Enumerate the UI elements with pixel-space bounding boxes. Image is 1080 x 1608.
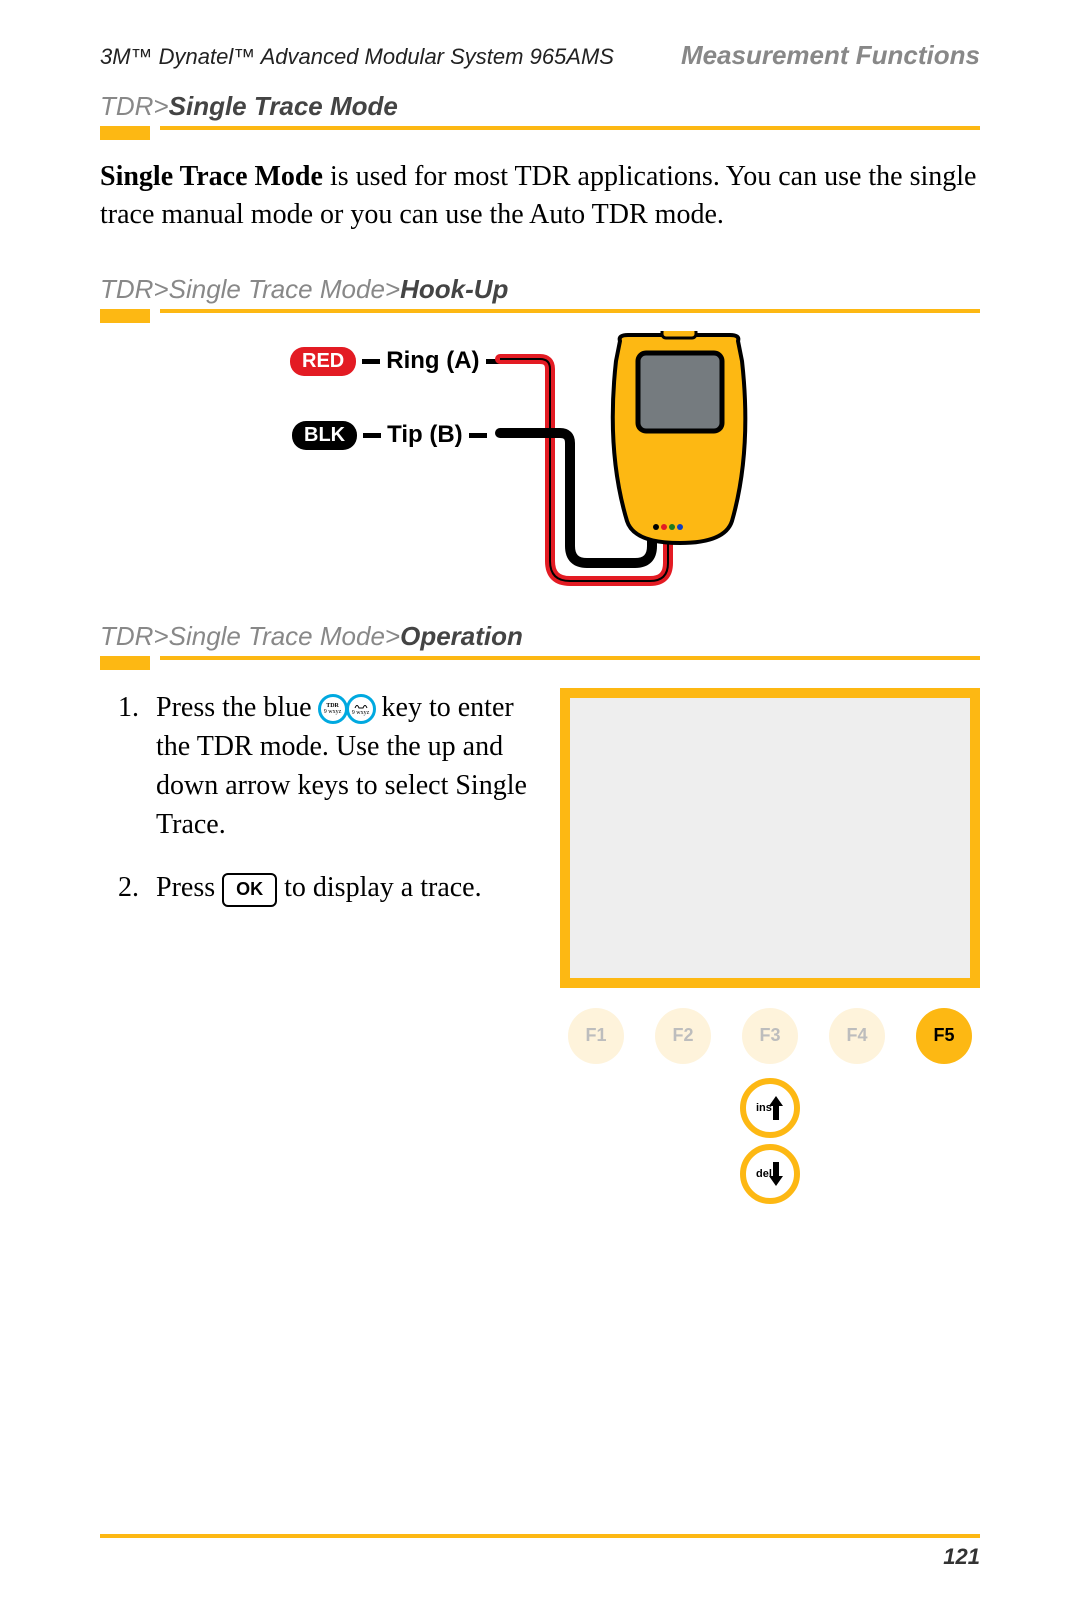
f2-key[interactable]: F2 xyxy=(655,1008,711,1064)
step-1-text-a: Press the blue xyxy=(156,692,319,723)
arrow-key-group: ins del xyxy=(560,1078,980,1204)
f5-key[interactable]: F5 xyxy=(916,1008,972,1064)
footer-divider xyxy=(100,1534,980,1538)
operation-section: Press the blue TDR 9 wxyz 9 wxyz key to … xyxy=(100,688,980,1204)
tdr-key-bot: 9 wxyz xyxy=(324,709,342,715)
up-arrow-key[interactable]: ins xyxy=(740,1078,800,1138)
step-1: Press the blue TDR 9 wxyz 9 wxyz key to … xyxy=(146,688,540,845)
divider-bar xyxy=(100,309,980,323)
f1-key[interactable]: F1 xyxy=(568,1008,624,1064)
wave-icon xyxy=(354,702,368,710)
intro-lead: Single Trace Mode xyxy=(100,161,323,192)
breadcrumb-bold: Single Trace Mode xyxy=(169,91,398,121)
section-title: Measurement Functions xyxy=(681,40,980,71)
black-pill: BLK xyxy=(292,421,357,450)
tdr-key-circle: TDR 9 wxyz xyxy=(318,694,348,724)
tdr-key-bot: 9 wxyz xyxy=(352,710,370,716)
f4-key[interactable]: F4 xyxy=(829,1008,885,1064)
black-label: Tip (B) xyxy=(387,421,463,449)
step-2: Press OK to display a trace. xyxy=(146,868,540,907)
intro-paragraph: Single Trace Mode is used for most TDR a… xyxy=(100,158,980,234)
breadcrumb-h3: TDR>Single Trace Mode>Operation xyxy=(100,621,980,652)
divider-line xyxy=(160,656,980,660)
tdr-key-circle: 9 wxyz xyxy=(346,694,376,724)
divider-bar xyxy=(100,656,980,670)
page-header: 3M™ Dynatel™ Advanced Modular System 965… xyxy=(100,40,980,71)
breadcrumb-prefix: TDR>Single Trace Mode> xyxy=(100,274,400,304)
divider-line xyxy=(160,309,980,313)
doc-title: 3M™ Dynatel™ Advanced Modular System 965… xyxy=(100,44,614,70)
breadcrumb-prefix: TDR>Single Trace Mode> xyxy=(100,621,400,651)
breadcrumb-h2: TDR>Single Trace Mode>Hook-Up xyxy=(100,274,980,305)
divider-bar xyxy=(100,126,980,140)
divider-block xyxy=(100,309,150,323)
page-number: 121 xyxy=(943,1544,980,1570)
device-screen-panel: F1 F2 F3 F4 F5 ins del xyxy=(560,688,980,1204)
red-label: Ring (A) xyxy=(386,347,479,375)
hookup-black-row: BLK Tip (B) xyxy=(292,421,487,450)
f3-key[interactable]: F3 xyxy=(742,1008,798,1064)
ok-key-icon: OK xyxy=(222,873,277,906)
hookup-diagram: RED Ring (A) BLK Tip (B) xyxy=(100,341,980,611)
breadcrumb-bold: Operation xyxy=(400,621,523,651)
red-pill: RED xyxy=(290,347,356,376)
divider-block xyxy=(100,656,150,670)
breadcrumb-h1: TDR>Single Trace Mode xyxy=(100,91,980,122)
del-label: del xyxy=(756,1168,772,1180)
device-screen-display xyxy=(560,688,980,988)
operation-steps: Press the blue TDR 9 wxyz 9 wxyz key to … xyxy=(100,688,540,932)
step-2-text-a: Press xyxy=(156,872,222,903)
tdr-key-icon: TDR 9 wxyz 9 wxyz xyxy=(319,694,375,724)
ins-label: ins xyxy=(756,1102,772,1114)
down-arrow-key[interactable]: del xyxy=(740,1144,800,1204)
step-2-text-b: to display a trace. xyxy=(284,872,481,903)
breadcrumb-bold: Hook-Up xyxy=(400,274,508,304)
divider-block xyxy=(100,126,150,140)
connector-line xyxy=(363,433,381,438)
function-key-row: F1 F2 F3 F4 F5 xyxy=(560,1008,980,1064)
connector-line xyxy=(362,359,380,364)
hookup-red-row: RED Ring (A) xyxy=(290,347,504,376)
breadcrumb-prefix: TDR> xyxy=(100,91,169,121)
divider-line xyxy=(160,126,980,130)
device-illustration xyxy=(480,331,800,611)
